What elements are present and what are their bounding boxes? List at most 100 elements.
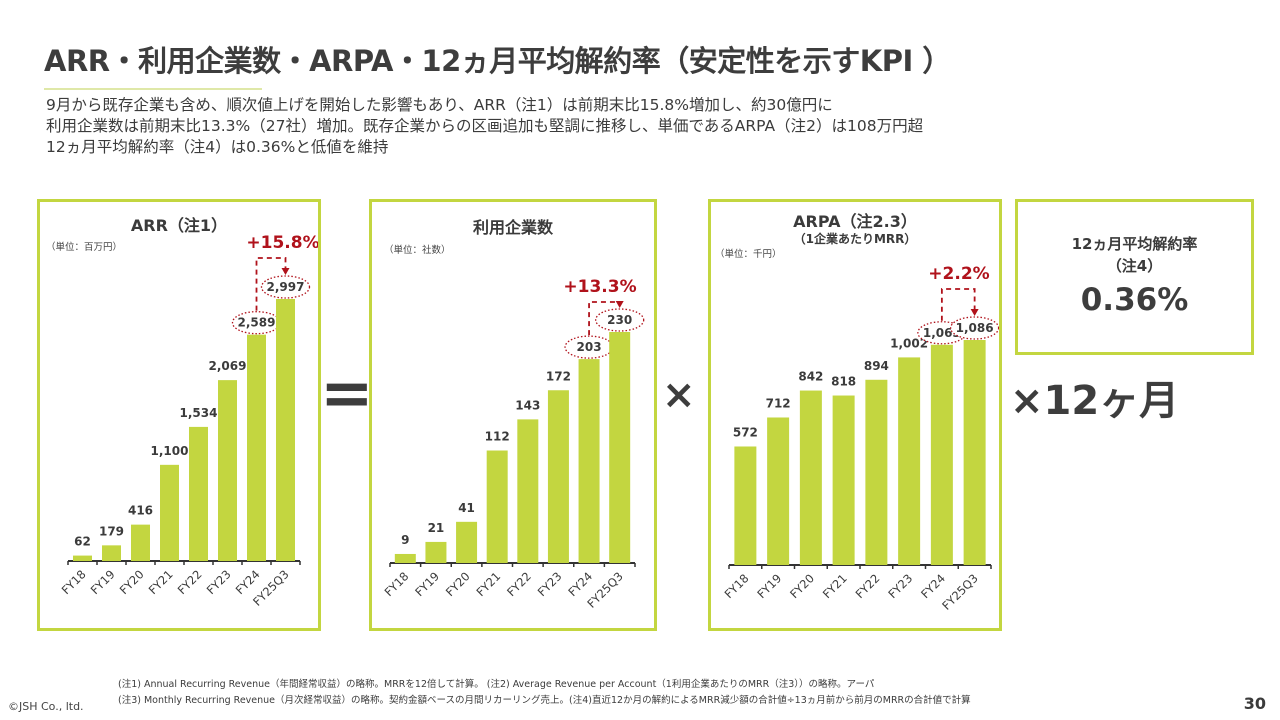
arpa-chart: 572 FY18 712 FY19 842 FY20 818 FY21 894 FY22 1,002… [722,264,999,613]
churn-rate-title: 12ヵ月平均解約率 [1071,235,1198,253]
category-label: FY21 [473,569,503,599]
arpa-chart-title: ARPA（注2.3） [793,212,917,231]
times-12-months-operator: ×12ヶ月 [1010,378,1180,424]
data-label: 2,069 [209,359,247,373]
data-label: 41 [458,501,475,515]
footnotes: (注1) Annual Recurring Revenue（年間経常収益）の略称… [118,677,971,709]
bar-fy22 [865,379,888,565]
category-label: FY22 [504,569,534,599]
category-label: FY22 [853,571,883,601]
data-label: 230 [607,313,632,327]
category-label: FY19 [412,569,442,599]
bar-fy19 [767,417,790,565]
companies-chart: 9 FY18 21 FY19 41 FY20 112 FY21 143 FY22 172 FY23 20… [382,277,645,611]
arr-chart-panel: ARR（注1） （単位：百万円） 62 FY18 179 FY19 416 FY20 1,1… [37,199,321,631]
category-label: FY18 [722,571,752,601]
arr-chart: 62 FY18 179 FY19 416 FY20 1,100 FY21 1,534 FY22 2,… [59,233,318,609]
data-label: 112 [485,430,510,444]
bar-fy20 [131,524,150,561]
data-label: 1,534 [180,406,218,420]
bar-fy24 [578,359,600,563]
bar-fy21 [160,464,179,561]
data-label: 179 [99,524,124,538]
data-label: 2,997 [267,280,305,294]
highlight-ellipse [949,316,999,340]
bar-fy25q3 [276,299,295,561]
growth-arrow-icon [615,301,624,308]
bar-fy18 [73,555,92,561]
bar-fy21 [832,395,855,565]
data-label: 894 [864,359,889,373]
page-number: 30 [1243,694,1266,713]
growth-arrow-icon [970,309,979,316]
companies-chart-title: 利用企業数 [472,218,553,237]
growth-label: +2.2% [928,264,989,284]
growth-label: +15.8% [246,233,318,253]
bar-fy24 [930,344,953,565]
times-operator: × [662,372,696,418]
data-label: 842 [798,370,823,384]
bar-fy20 [456,521,478,563]
category-label: FY23 [204,567,234,597]
copyright: ©JSH Co., ltd. [8,700,84,713]
bar-fy18 [734,446,757,565]
footnote-line: (注1) Annual Recurring Revenue（年間経常収益）の略称… [118,679,875,690]
arpa-chart-subtitle: （1企業あたりMRR） [793,232,917,246]
data-label: 203 [577,340,602,354]
bar-fy20 [799,390,822,565]
bar-fy25q3 [609,332,631,563]
data-label: 712 [766,396,791,410]
category-label: FY23 [535,569,565,599]
category-label: FY20 [787,571,817,601]
data-label: 172 [546,369,571,383]
data-label: 9 [401,533,409,547]
data-label: 572 [733,425,758,439]
category-label: FY21 [146,567,176,597]
bar-fy23 [218,380,237,561]
category-label: FY24 [918,571,948,601]
churn-rate-value: 0.36% [1080,282,1189,318]
bar-fy19 [102,545,121,561]
category-label: FY23 [885,571,915,601]
data-label: 1,002 [890,336,928,350]
data-label: 2,589 [238,316,276,330]
lead-line: 12ヵ月平均解約率（注4）は0.36%と低値を維持 [46,138,389,156]
category-label: FY22 [175,567,205,597]
companies-chart-panel: 利用企業数 （単位：社数） 9 FY18 21 FY19 41 FY20 112 FY21 14… [369,199,657,631]
data-label: 818 [831,375,856,389]
churn-rate-panel: 12ヵ月平均解約率 （注4） 0.36% [1015,199,1254,355]
data-label: 416 [128,504,153,518]
title-underline [44,88,262,90]
bar-fy25q3 [963,340,986,565]
category-label: FY21 [820,571,850,601]
page-title: ARR・利用企業数・ARPA・12ヵ月平均解約率（安定性を示すKPI ） [44,44,951,78]
highlight-ellipse [260,275,311,299]
bar-fy22 [189,426,208,561]
lead-text: 9月から既存企業も含め、順次値上げを開始した影響もあり、ARR（注1）は前期末比… [46,95,923,158]
category-label: FY18 [382,569,412,599]
data-label: 62 [74,535,91,549]
bar-fy23 [898,357,921,565]
growth-label: +13.3% [563,277,636,297]
growth-bracket [255,257,287,311]
data-label: 143 [515,398,540,412]
category-label: FY18 [59,567,89,597]
category-label: FY20 [117,567,147,597]
data-label: 1,086 [956,321,994,335]
arr-chart-title: ARR（注1） [130,216,228,235]
lead-line: 9月から既存企業も含め、順次値上げを開始した影響もあり、ARR（注1）は前期末比… [46,96,833,114]
footnote-line: (注3) Monthly Recurring Revenue（月次経常収益）の略… [118,695,971,706]
bar-fy19 [425,541,447,563]
arpa-unit-label: （単位：千円） [715,249,782,260]
bar-fy18 [394,553,416,563]
bar-fy24 [247,334,266,561]
data-label: 21 [428,521,445,535]
equals-operator: = [320,357,374,431]
data-label: 1,100 [151,444,189,458]
growth-arrow-icon [281,268,290,275]
bar-fy21 [486,450,508,563]
category-label: FY19 [88,567,118,597]
bar-fy22 [517,419,539,563]
companies-unit-label: （単位：社数） [384,245,451,256]
growth-bracket [940,288,976,321]
